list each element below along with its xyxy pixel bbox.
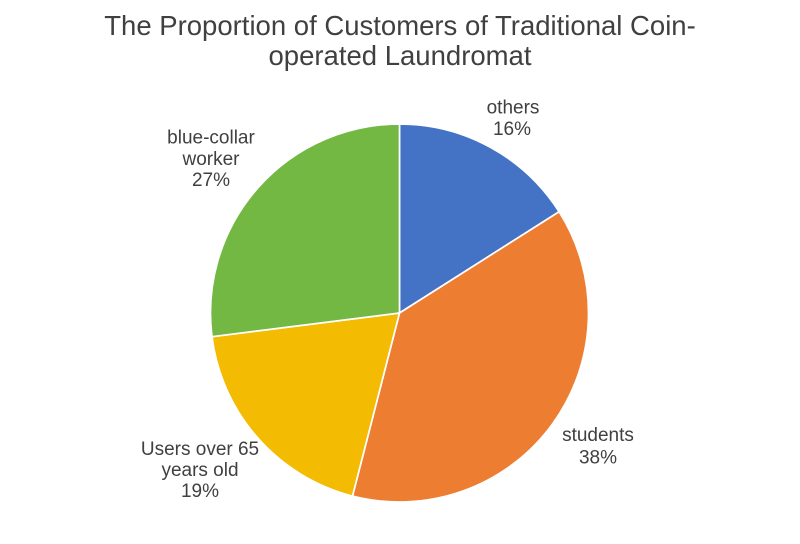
svg-text:Users over 65: Users over 65	[141, 439, 259, 460]
svg-text:students: students	[562, 425, 634, 446]
svg-text:19%: 19%	[181, 481, 219, 502]
svg-text:worker: worker	[181, 149, 240, 170]
svg-text:blue-collar: blue-collar	[167, 128, 255, 149]
svg-text:The Proportion of Customers of: The Proportion of Customers of Tradition…	[104, 10, 696, 41]
svg-text:27%: 27%	[192, 170, 230, 191]
svg-text:operated Laundromat: operated Laundromat	[269, 40, 532, 71]
svg-text:16%: 16%	[493, 119, 531, 140]
svg-text:years old: years old	[161, 460, 238, 481]
svg-text:38%: 38%	[579, 448, 617, 469]
svg-text:others: others	[487, 98, 540, 119]
